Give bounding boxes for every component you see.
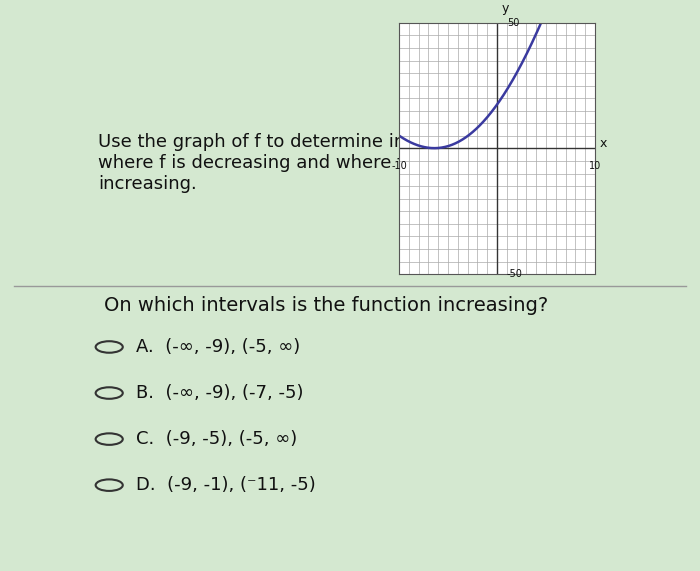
Text: -10: -10 (391, 161, 407, 171)
Text: B.  (-∞, -9), (-7, -5): B. (-∞, -9), (-7, -5) (136, 384, 304, 402)
Text: A.  (-∞, -9), (-5, ∞): A. (-∞, -9), (-5, ∞) (136, 338, 300, 356)
Text: y: y (502, 2, 510, 15)
Text: Use the graph of f to determine intervals
where f is decreasing and where f is
i: Use the graph of f to determine interval… (98, 133, 468, 192)
Text: -50: -50 (507, 269, 523, 279)
Text: On which intervals is the function increasing?: On which intervals is the function incre… (104, 296, 548, 315)
Text: 10: 10 (589, 161, 601, 171)
Text: x: x (600, 137, 608, 150)
Text: D.  (-9, -1), (⁻11, -5): D. (-9, -1), (⁻11, -5) (136, 476, 316, 494)
Text: 50: 50 (507, 18, 519, 28)
Text: C.  (-9, -5), (-5, ∞): C. (-9, -5), (-5, ∞) (136, 430, 298, 448)
